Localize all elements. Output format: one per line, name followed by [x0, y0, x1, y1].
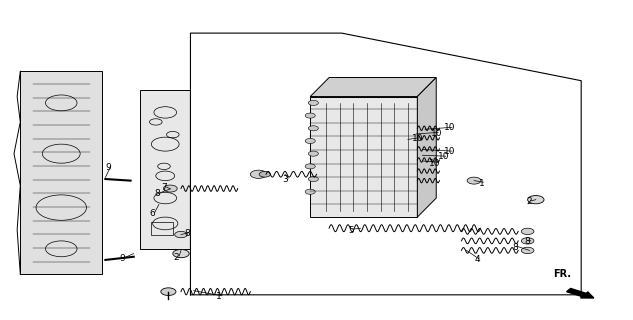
Text: 7: 7: [161, 183, 167, 192]
Polygon shape: [140, 90, 191, 249]
Text: 2: 2: [174, 253, 179, 262]
Text: 10: 10: [444, 147, 456, 156]
Text: 10: 10: [411, 134, 423, 143]
Polygon shape: [20, 71, 102, 274]
Circle shape: [522, 247, 534, 253]
Text: 8: 8: [155, 189, 161, 198]
Text: 8: 8: [525, 237, 530, 246]
Circle shape: [522, 228, 534, 235]
Text: 8: 8: [184, 229, 190, 238]
Text: 10: 10: [438, 152, 449, 161]
Circle shape: [308, 177, 318, 181]
Text: 10: 10: [430, 129, 442, 138]
Polygon shape: [310, 77, 436, 97]
Text: 4: 4: [474, 255, 480, 264]
Circle shape: [308, 151, 318, 156]
Text: 1: 1: [479, 179, 484, 188]
Circle shape: [522, 238, 534, 244]
Circle shape: [308, 100, 318, 105]
Circle shape: [259, 172, 270, 177]
Text: 9: 9: [120, 254, 125, 263]
Circle shape: [305, 113, 315, 118]
Text: 10: 10: [429, 159, 441, 168]
Text: 8: 8: [512, 243, 518, 252]
Text: 3: 3: [282, 175, 288, 184]
Text: FR.: FR.: [553, 269, 572, 279]
Circle shape: [175, 231, 187, 238]
Circle shape: [161, 288, 176, 295]
Text: 2: 2: [527, 197, 532, 206]
Circle shape: [163, 185, 177, 192]
Circle shape: [173, 250, 189, 258]
Text: 1: 1: [216, 292, 222, 301]
Circle shape: [305, 189, 315, 194]
Text: 6: 6: [150, 209, 156, 219]
Circle shape: [305, 139, 315, 143]
Circle shape: [250, 170, 266, 178]
FancyArrow shape: [567, 288, 594, 298]
Polygon shape: [310, 97, 417, 217]
Text: 9: 9: [106, 164, 111, 172]
Text: 10: 10: [444, 124, 456, 132]
Bar: [151, 222, 173, 235]
Text: 5: 5: [348, 226, 354, 235]
Circle shape: [308, 126, 318, 131]
Circle shape: [467, 177, 481, 184]
Polygon shape: [417, 77, 436, 217]
Circle shape: [305, 164, 315, 169]
Circle shape: [528, 196, 544, 204]
